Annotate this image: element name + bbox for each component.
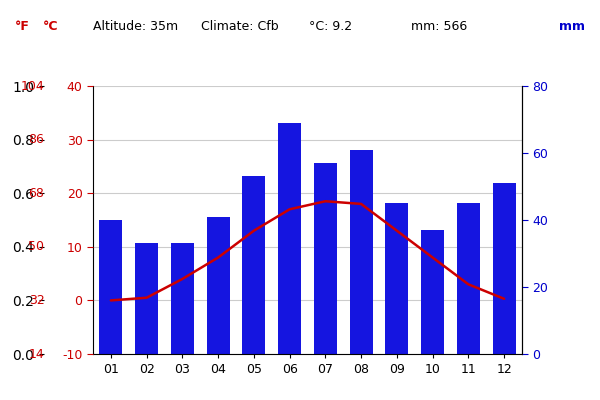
- Text: mm: mm: [559, 20, 585, 33]
- Text: °C: 9.2: °C: 9.2: [309, 20, 352, 33]
- Text: 68: 68: [29, 187, 44, 200]
- Bar: [135, 244, 158, 354]
- Text: Climate: Cfb: Climate: Cfb: [201, 20, 278, 33]
- Bar: [314, 163, 337, 354]
- Bar: [242, 176, 265, 354]
- Text: mm: 566: mm: 566: [411, 20, 467, 33]
- Bar: [457, 203, 480, 354]
- Text: 14: 14: [29, 348, 44, 360]
- Text: 104: 104: [20, 80, 44, 92]
- Bar: [171, 244, 194, 354]
- Bar: [385, 203, 409, 354]
- Bar: [278, 123, 301, 354]
- Text: 50: 50: [28, 240, 44, 253]
- Text: 86: 86: [29, 133, 44, 146]
- Text: 32: 32: [29, 294, 44, 307]
- Bar: [206, 217, 230, 354]
- Text: °C: °C: [43, 20, 59, 33]
- Text: °F: °F: [15, 20, 30, 33]
- Bar: [493, 183, 516, 354]
- Bar: [350, 150, 373, 354]
- Text: Altitude: 35m: Altitude: 35m: [93, 20, 178, 33]
- Bar: [421, 230, 444, 354]
- Bar: [99, 220, 122, 354]
